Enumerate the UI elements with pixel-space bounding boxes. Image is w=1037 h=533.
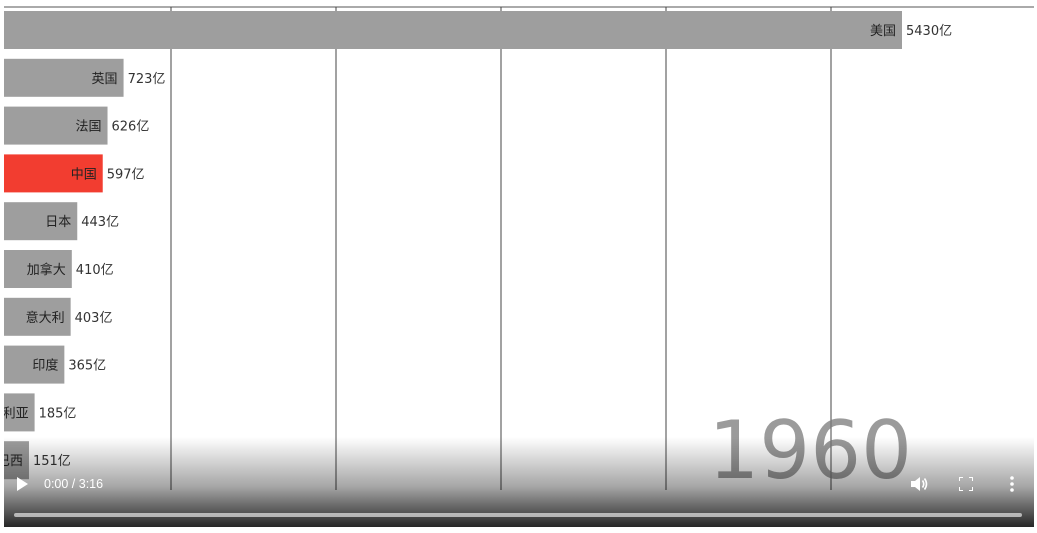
bar <box>4 345 65 384</box>
volume-icon <box>911 477 928 491</box>
more-vertical-icon <box>1010 476 1014 492</box>
bar <box>4 393 35 432</box>
bar-category-label: 美国 <box>870 24 896 39</box>
bar <box>4 58 124 97</box>
bar-category-label: 意大利 <box>26 310 65 326</box>
bar <box>4 202 78 241</box>
bar-category-label: 利亚 <box>4 406 29 421</box>
more-options-button[interactable] <box>1000 472 1024 496</box>
volume-button[interactable] <box>908 472 932 496</box>
bar-value-label: 443亿 <box>81 215 119 230</box>
bar-value-label: 403亿 <box>75 311 113 326</box>
bar-category-label: 加拿大 <box>27 262 66 278</box>
fullscreen-button[interactable] <box>954 472 978 496</box>
fullscreen-icon <box>959 477 973 491</box>
bar-value-label: 597亿 <box>107 167 145 182</box>
bar <box>4 106 108 145</box>
bar <box>4 11 902 49</box>
bar-value-label: 365亿 <box>68 359 106 374</box>
bar-category-label: 英国 <box>92 72 118 87</box>
bar-value-label: 626亿 <box>112 120 150 135</box>
video-controls: 0:00 / 3:16 <box>4 437 1034 527</box>
bar-value-label: 5430亿 <box>906 24 952 39</box>
bar <box>4 250 72 288</box>
bar-category-label: 法国 <box>76 120 102 135</box>
bar-value-label: 185亿 <box>39 406 77 421</box>
bar-value-label: 723亿 <box>128 72 166 87</box>
bar-category-label: 中国 <box>71 167 97 182</box>
play-button[interactable] <box>10 472 34 496</box>
bar-chart-race: 1960美国5430亿英国723亿法国626亿中国597亿日本443亿加拿大41… <box>4 6 1034 497</box>
bar <box>4 297 71 336</box>
progress-bar[interactable] <box>14 513 1022 517</box>
bar-category-label: 印度 <box>32 358 58 374</box>
bar <box>4 154 103 193</box>
play-icon <box>17 477 28 491</box>
bar-category-label: 日本 <box>45 215 71 230</box>
time-display: 0:00 / 3:16 <box>44 477 104 491</box>
video-player[interactable]: 1960美国5430亿英国723亿法国626亿中国597亿日本443亿加拿大41… <box>4 0 1034 527</box>
bar-value-label: 410亿 <box>76 263 114 278</box>
